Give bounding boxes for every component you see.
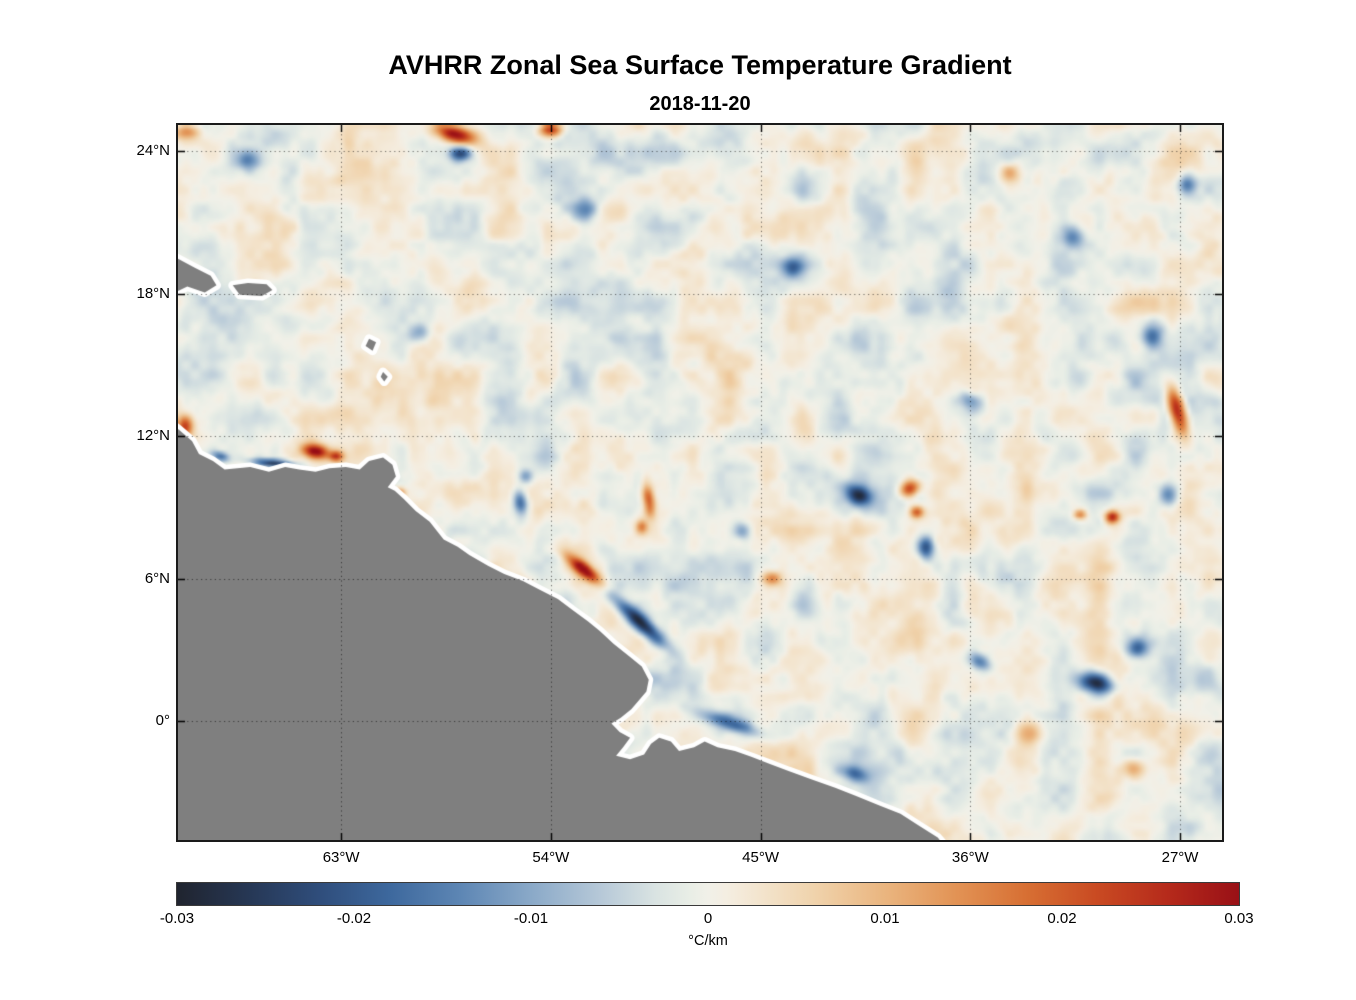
x-tick-label: 27°W: [1161, 849, 1199, 866]
colorbar-tick-label: 0.02: [1047, 910, 1077, 927]
x-tick-label: 45°W: [742, 849, 779, 866]
y-tick-label: 6°N: [144, 569, 170, 587]
x-tick-label: 63°W: [322, 849, 360, 866]
y-tick-label: 24°N: [136, 142, 170, 160]
y-tick-label: 18°N: [136, 284, 170, 302]
sst-gradient-heatmap-canvas: [178, 125, 1222, 840]
chart-date-subtitle: 2018-11-20: [649, 93, 751, 115]
colorbar-tick-label: -0.01: [513, 910, 549, 927]
x-tick-label: 54°W: [532, 849, 570, 866]
y-tick-label: 12°N: [136, 427, 170, 445]
colorbar-tick-label: 0.03: [1224, 910, 1254, 927]
map-plot-area: [176, 123, 1224, 842]
colorbar-tick-label: -0.02: [336, 910, 372, 927]
colorbar-tick-label: 0.01: [870, 910, 900, 927]
colorbar-tick-label: 0: [703, 910, 713, 927]
colorbar-tick-label: -0.03: [159, 910, 195, 927]
chart-title: AVHRR Zonal Sea Surface Temperature Grad…: [388, 50, 1012, 80]
y-tick-label: 0°: [155, 712, 170, 730]
colorbar: [176, 882, 1240, 906]
colorbar-units-label: °C/km: [688, 933, 728, 949]
colorbar-gradient: [177, 883, 1239, 905]
x-tick-label: 36°W: [951, 849, 989, 866]
